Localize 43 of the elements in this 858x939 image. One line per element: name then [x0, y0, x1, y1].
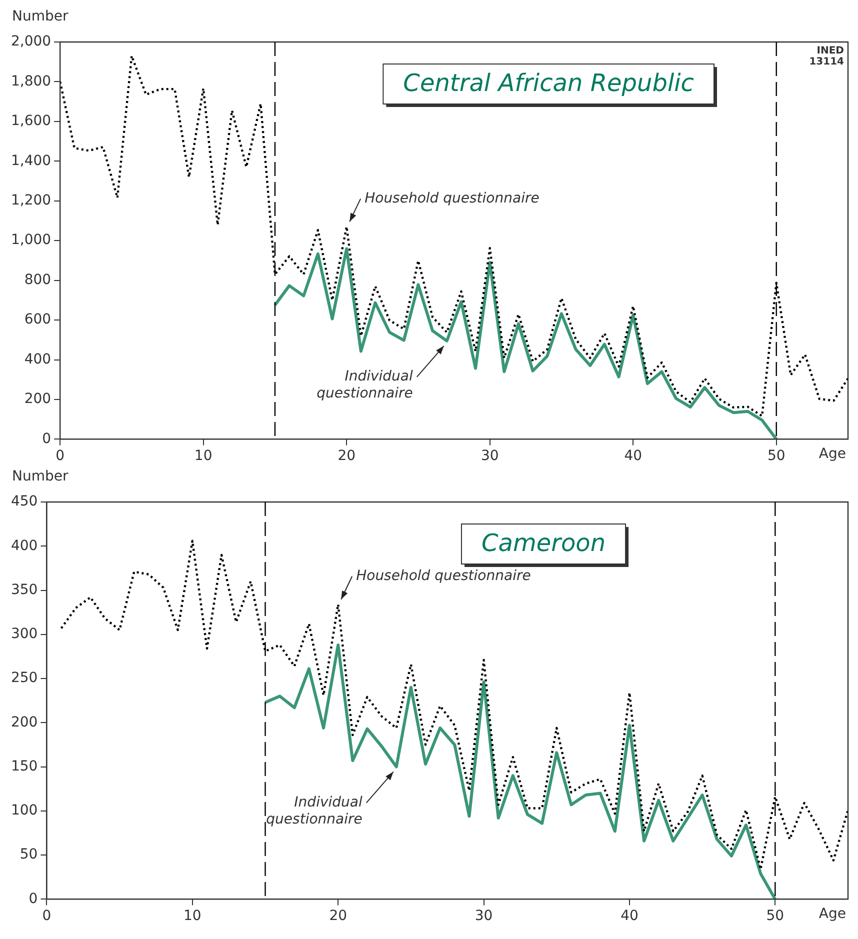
x-tick-label: 40 [620, 908, 638, 924]
x-tick-label: 30 [480, 448, 499, 464]
y-axis-title: Number [12, 8, 68, 25]
text: Central African Republic [403, 69, 694, 98]
y-tick-label: 1,800 [10, 73, 52, 90]
x-axis-title: Age [818, 446, 846, 462]
x-axis-title: Age [818, 906, 846, 922]
y-tick-label: 1,200 [10, 192, 52, 209]
y-tick-label: 100 [10, 802, 38, 819]
annotation: Individual questionnaire [316, 368, 413, 402]
y-tick-label: 300 [10, 626, 38, 642]
y-tick-label: 200 [10, 714, 38, 730]
y-tick-label: 50 [20, 846, 38, 863]
y-tick-label: 250 [10, 670, 38, 686]
x-tick-label: 50 [767, 448, 786, 464]
y-tick-label: 1,000 [10, 232, 52, 248]
annotation: Individual questionnaire [266, 794, 362, 828]
y-axis-title: Number [12, 468, 68, 485]
y-tick-label: 0 [28, 890, 38, 907]
text: Cameroon [481, 529, 606, 558]
annotation: INED 13114 [809, 46, 844, 68]
y-tick-label: 0 [42, 430, 52, 447]
x-tick-label: 50 [766, 908, 784, 924]
x-tick-label: 10 [183, 908, 202, 924]
x-tick-label: 30 [474, 908, 493, 924]
annotation: Household questionnaire [356, 568, 531, 584]
y-tick-label: 800 [24, 272, 52, 288]
x-tick-label: 40 [624, 448, 642, 464]
x-tick-label: 20 [338, 448, 356, 464]
y-tick-label: 400 [10, 538, 38, 554]
y-tick-label: 1,400 [10, 152, 52, 169]
y-tick-label: 350 [10, 582, 38, 598]
y-tick-label: 600 [24, 312, 52, 328]
x-tick-label: 10 [194, 448, 212, 464]
y-tick-label: 200 [24, 391, 52, 408]
y-tick-label: 2,000 [10, 34, 52, 50]
x-tick-label: 20 [329, 908, 348, 924]
y-tick-label: 150 [10, 758, 38, 774]
y-tick-label: 450 [10, 494, 38, 510]
x-tick-label: 0 [56, 448, 65, 464]
y-tick-label: 400 [24, 351, 52, 368]
annotation: Household questionnaire [364, 190, 540, 206]
y-tick-label: 1,600 [10, 113, 52, 130]
